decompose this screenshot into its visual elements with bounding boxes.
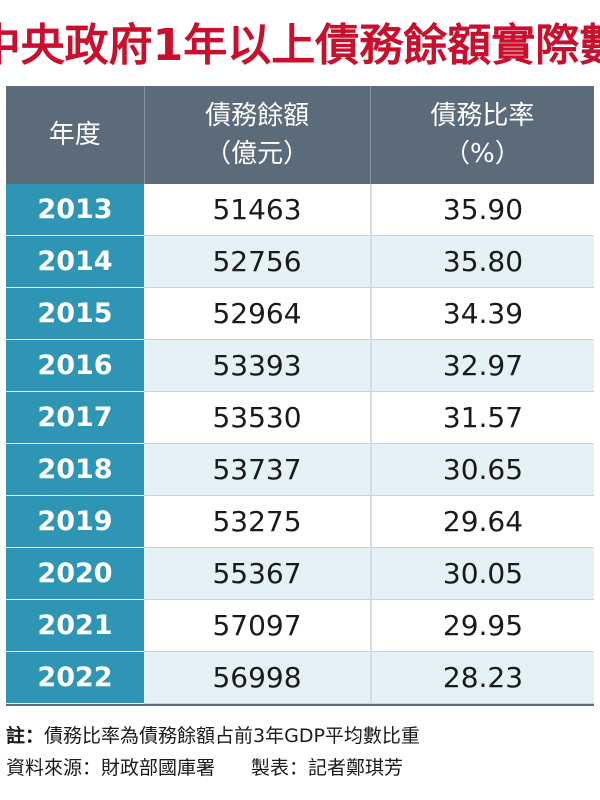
table-row: 2013 51463 35.90 <box>6 184 594 236</box>
data-table: 年度 債務餘額 （億元） 債務比率 （%） 2013 51463 35.90 2014… <box>6 86 594 706</box>
header-ratio: 債務比率 （%） <box>369 86 594 184</box>
table-row: 2017 53530 31.57 <box>6 392 594 444</box>
balance-cell: 52756 <box>144 236 370 288</box>
year-cell: 2020 <box>6 548 144 600</box>
year-cell: 2019 <box>6 496 144 548</box>
header-ratio-line2: （%） <box>444 139 521 169</box>
balance-cell: 51463 <box>144 184 370 236</box>
header-year-label: 年度 <box>48 120 101 150</box>
ratio-cell: 28.23 <box>370 652 594 704</box>
table-row: 2018 53737 30.65 <box>6 444 594 496</box>
balance-cell: 55367 <box>144 548 370 600</box>
table-header: 年度 債務餘額 （億元） 債務比率 （%） <box>6 86 594 184</box>
year-cell: 2016 <box>6 340 144 392</box>
credit-text: 製表：記者鄭琪芳 <box>251 757 404 779</box>
balance-cell: 56998 <box>144 652 370 704</box>
year-cell: 2013 <box>6 184 144 236</box>
ratio-cell: 29.95 <box>370 600 594 652</box>
ratio-cell: 35.90 <box>370 184 594 236</box>
chart-title: 中央政府1年以上債務餘額實際數 <box>0 20 600 71</box>
source-text: 資料來源：財政部國庫署 <box>6 757 216 779</box>
balance-cell: 57097 <box>144 600 370 652</box>
note-text: 債務比率為債務餘額占前3年GDP平均數比重 <box>44 725 420 747</box>
footnotes: 註：債務比率為債務餘額占前3年GDP平均數比重 資料來源：財政部國庫署 製表：記者… <box>6 720 594 784</box>
year-cell: 2018 <box>6 444 144 496</box>
table-row: 2022 56998 28.23 <box>6 652 594 704</box>
table-body: 2013 51463 35.90 2014 52756 35.80 2015 52964 34.… <box>6 184 594 706</box>
header-balance-line1: 債務餘額 <box>205 101 310 131</box>
table-row: 2021 57097 29.95 <box>6 600 594 652</box>
table-row: 2016 53393 32.97 <box>6 340 594 392</box>
balance-cell: 53737 <box>144 444 370 496</box>
balance-cell: 53393 <box>144 340 370 392</box>
year-cell: 2022 <box>6 652 144 704</box>
ratio-cell: 29.64 <box>370 496 594 548</box>
ratio-cell: 30.05 <box>370 548 594 600</box>
ratio-cell: 34.39 <box>370 288 594 340</box>
note-line: 註：債務比率為債務餘額占前3年GDP平均數比重 <box>6 720 594 752</box>
ratio-cell: 31.57 <box>370 392 594 444</box>
table-row: 2015 52964 34.39 <box>6 288 594 340</box>
header-year: 年度 <box>6 86 144 184</box>
note-label: 註： <box>6 725 45 747</box>
year-cell: 2021 <box>6 600 144 652</box>
header-balance: 債務餘額 （億元） <box>143 86 370 184</box>
table-row: 2014 52756 35.80 <box>6 236 594 288</box>
balance-cell: 53530 <box>144 392 370 444</box>
header-balance-line2: （億元） <box>205 139 310 169</box>
source-line: 資料來源：財政部國庫署 製表：記者鄭琪芳 <box>6 752 594 784</box>
table-row: 2020 55367 30.05 <box>6 548 594 600</box>
year-cell: 2015 <box>6 288 144 340</box>
ratio-cell: 32.97 <box>370 340 594 392</box>
year-cell: 2014 <box>6 236 144 288</box>
header-ratio-line1: 債務比率 <box>430 101 535 131</box>
ratio-cell: 30.65 <box>370 444 594 496</box>
balance-cell: 52964 <box>144 288 370 340</box>
ratio-cell: 35.80 <box>370 236 594 288</box>
year-cell: 2017 <box>6 392 144 444</box>
table-row: 2019 53275 29.64 <box>6 496 594 548</box>
balance-cell: 53275 <box>144 496 370 548</box>
